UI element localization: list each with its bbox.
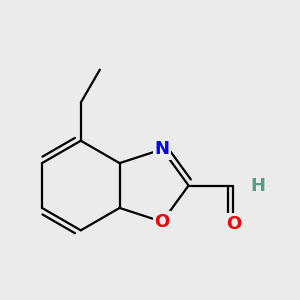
- Text: O: O: [154, 213, 170, 231]
- Text: H: H: [250, 176, 266, 194]
- Text: O: O: [226, 214, 241, 232]
- Text: N: N: [155, 140, 170, 158]
